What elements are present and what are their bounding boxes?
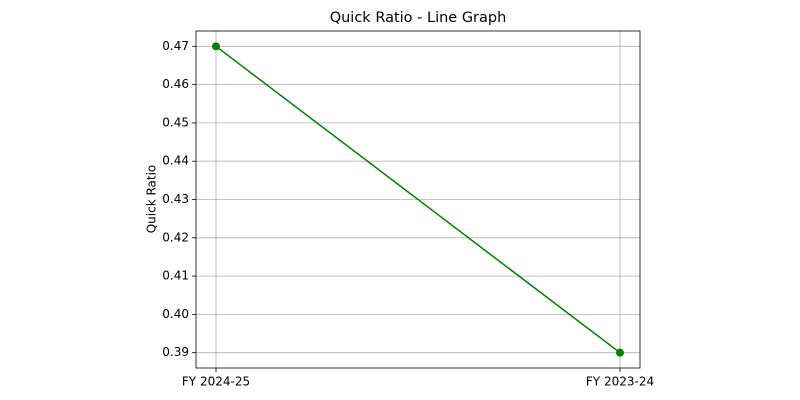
y-tick-label: 0.40	[162, 307, 189, 321]
x-tick-label: FY 2023-24	[586, 375, 654, 389]
y-tick-label: 0.45	[162, 115, 189, 129]
y-tick-label: 0.46	[162, 77, 189, 91]
data-line	[215, 45, 621, 354]
y-tick-label: 0.44	[162, 154, 189, 168]
y-tick-label: 0.47	[162, 39, 189, 53]
y-axis-label: Quick Ratio	[145, 165, 159, 234]
data-point	[616, 348, 624, 357]
y-tick-label: 0.39	[162, 345, 189, 359]
y-tick-label: 0.41	[162, 269, 189, 283]
plot-frame	[195, 30, 641, 369]
y-tick-label: 0.42	[162, 230, 189, 244]
chart-title: Quick Ratio - Line Graph	[330, 10, 507, 26]
x-tick-label: FY 2024-25	[182, 375, 250, 389]
y-tick-label: 0.43	[162, 192, 189, 206]
data-point	[212, 42, 220, 51]
